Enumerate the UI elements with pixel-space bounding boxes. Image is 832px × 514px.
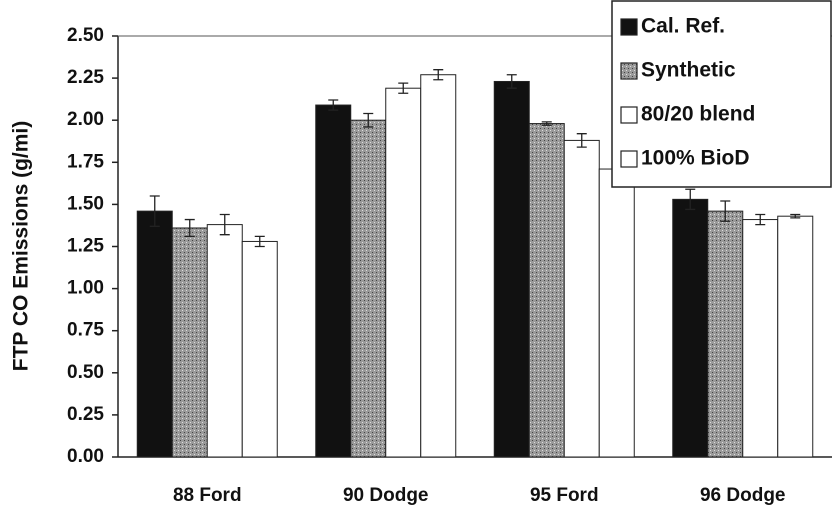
legend-label: Synthetic <box>641 59 736 82</box>
y-tick-label: 2.50 <box>67 25 104 46</box>
legend-label: 100% BioD <box>641 147 750 170</box>
bar <box>742 219 779 458</box>
y-tick-label: 2.25 <box>67 67 104 88</box>
bar <box>672 198 709 458</box>
error-bar <box>541 121 552 126</box>
error-bar <box>433 69 444 81</box>
bar <box>385 87 422 458</box>
error-bar <box>363 112 374 128</box>
bar <box>350 119 387 458</box>
y-tick-label: 0.75 <box>67 320 104 341</box>
bar <box>171 227 208 458</box>
y-tick-label: 1.50 <box>67 193 104 214</box>
legend-swatch <box>620 62 638 80</box>
bar <box>528 123 565 458</box>
legend-swatch <box>620 150 638 168</box>
bar <box>136 210 173 458</box>
error-bar <box>219 213 230 236</box>
y-axis-label: FTP CO Emissions (g/mi) <box>10 121 33 371</box>
legend: Cal. Ref. Synthetic 80/20 blend 100% BioD <box>611 0 832 188</box>
legend-swatch <box>620 18 638 36</box>
error-bar <box>576 133 587 148</box>
y-tick-label: 1.00 <box>67 278 104 299</box>
error-bar <box>790 213 801 219</box>
x-tick-label: 90 Dodge <box>343 485 429 506</box>
bar <box>707 210 744 458</box>
error-bar <box>685 188 696 211</box>
x-tick-label: 96 Dodge <box>700 485 786 506</box>
bar <box>241 240 278 458</box>
bar <box>598 168 635 458</box>
y-tick-label: 0.00 <box>67 446 104 467</box>
error-bar <box>506 74 517 89</box>
error-bar <box>720 200 731 222</box>
y-tick-label: 1.25 <box>67 236 104 257</box>
bar <box>315 104 352 458</box>
bar <box>493 80 530 458</box>
y-tick-label: 0.50 <box>67 362 104 383</box>
legend-label: Cal. Ref. <box>641 15 725 38</box>
x-tick-label: 95 Ford <box>530 485 599 506</box>
bar <box>206 224 243 458</box>
error-bar <box>755 213 766 226</box>
legend-swatch <box>620 106 638 124</box>
bar <box>563 139 600 458</box>
x-tick-label: 88 Ford <box>173 485 242 506</box>
bar <box>420 74 457 458</box>
error-bar <box>398 82 409 94</box>
y-tick-label: 0.25 <box>67 404 104 425</box>
error-bar <box>254 235 265 248</box>
y-tick-label: 2.00 <box>67 109 104 130</box>
error-bar <box>149 195 160 227</box>
error-bar <box>184 218 195 238</box>
legend-label: 80/20 blend <box>641 103 755 126</box>
legend-box <box>611 0 832 188</box>
y-tick-label: 1.75 <box>67 151 104 172</box>
error-bar <box>328 99 339 111</box>
bar <box>777 215 814 458</box>
